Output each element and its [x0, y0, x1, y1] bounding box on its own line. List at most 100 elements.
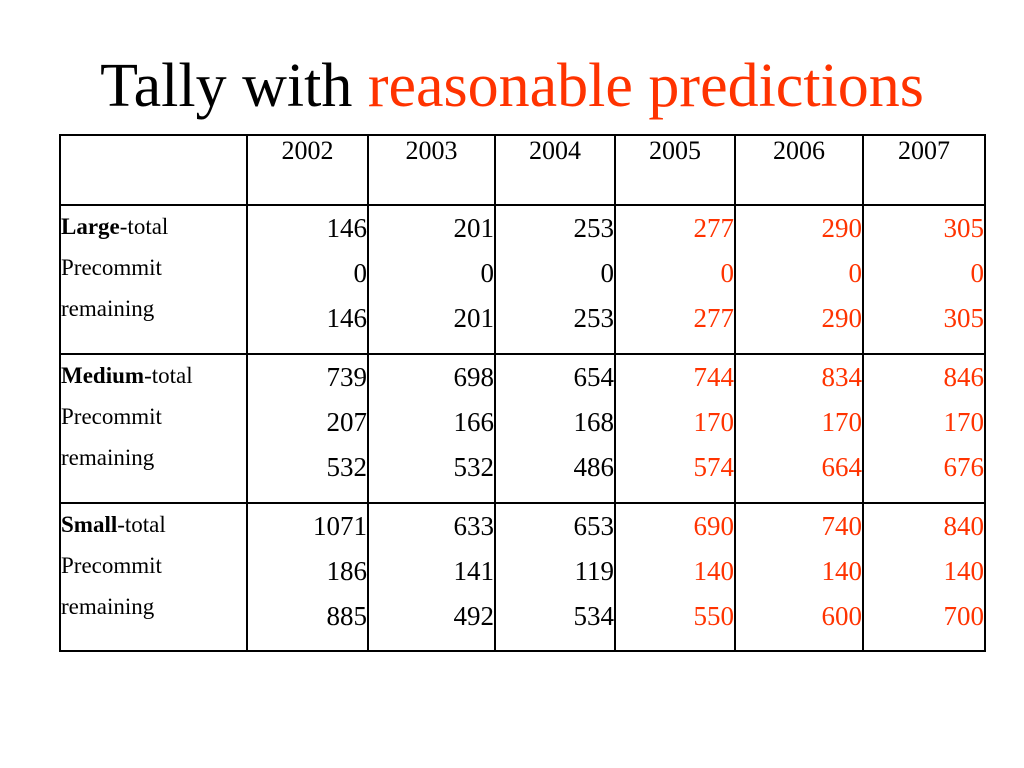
small-2007-remaining: 700 [943, 601, 985, 631]
cell-small-2002: 1071 186 885 [246, 502, 369, 652]
title-accent: reasonable predictions [367, 52, 924, 120]
large-2005-total: 277 [693, 213, 735, 243]
label-precommit: Precommit [61, 404, 162, 429]
large-2007-precommit: 0 [970, 258, 985, 288]
medium-2007-total: 846 [943, 362, 985, 392]
row-labels-large: Large-total Precommit remaining [59, 204, 248, 355]
small-2004-precommit: 119 [574, 556, 615, 586]
year-header-2002: 2002 [246, 134, 369, 206]
label-remaining: remaining [61, 445, 155, 470]
large-2005-precommit: 0 [720, 258, 735, 288]
cell-large-2005: 277 0 277 [614, 204, 736, 355]
tally-table: 2002 2003 2004 2005 2006 2007 Large-tota… [59, 134, 986, 652]
year-header-2005: 2005 [614, 134, 736, 206]
small-2006-total: 740 [821, 511, 863, 541]
small-2004-total: 653 [573, 511, 615, 541]
cell-large-2006: 290 0 290 [734, 204, 864, 355]
medium-2003-precommit: 166 [453, 407, 495, 437]
category-medium: Medium [61, 363, 145, 388]
label-precommit: Precommit [61, 255, 162, 280]
small-2003-precommit: 141 [453, 556, 495, 586]
medium-2004-total: 654 [573, 362, 615, 392]
medium-2005-total: 744 [693, 362, 735, 392]
medium-2006-precommit: 170 [821, 407, 863, 437]
large-2002-total: 146 [326, 213, 368, 243]
small-2004-remaining: 534 [573, 601, 615, 631]
label-total: -total [117, 512, 166, 537]
title-main: Tally with [100, 52, 353, 120]
small-row: Small-total Precommit remaining 1071 186 8… [59, 502, 986, 652]
header-row: 2002 2003 2004 2005 2006 2007 [59, 134, 986, 206]
large-2003-precommit: 0 [480, 258, 495, 288]
small-2003-remaining: 492 [453, 601, 495, 631]
small-2002-total: 1071 [313, 511, 367, 541]
cell-small-2007: 840 140 700 [862, 502, 986, 652]
small-2006-remaining: 600 [821, 601, 863, 631]
cell-medium-2007: 846 170 676 [862, 353, 986, 504]
small-2005-precommit: 140 [693, 556, 735, 586]
cell-large-2004: 253 0 253 [494, 204, 616, 355]
large-2004-remaining: 253 [573, 303, 615, 333]
small-2002-precommit: 186 [326, 556, 368, 586]
large-2004-precommit: 0 [600, 258, 615, 288]
cell-small-2006: 740 140 600 [734, 502, 864, 652]
medium-2003-total: 698 [453, 362, 495, 392]
medium-2003-remaining: 532 [453, 452, 495, 482]
large-2002-remaining: 146 [326, 303, 368, 333]
cell-large-2007: 305 0 305 [862, 204, 986, 355]
slide-title: Tally with reasonable predictions [0, 46, 1024, 126]
cell-medium-2002: 739 207 532 [246, 353, 369, 504]
small-2007-precommit: 140 [943, 556, 985, 586]
large-2006-total: 290 [821, 213, 863, 243]
medium-2005-precommit: 170 [693, 407, 735, 437]
medium-2006-total: 834 [821, 362, 863, 392]
cell-small-2003: 633 141 492 [367, 502, 496, 652]
large-2005-remaining: 277 [693, 303, 735, 333]
medium-2005-remaining: 574 [693, 452, 735, 482]
small-2003-total: 633 [453, 511, 495, 541]
large-2002-precommit: 0 [353, 258, 368, 288]
small-2005-remaining: 550 [693, 601, 735, 631]
medium-2002-total: 739 [326, 362, 368, 392]
medium-row: Medium-total Precommit remaining 739 207 5… [59, 353, 986, 504]
label-precommit: Precommit [61, 553, 162, 578]
year-header-2006: 2006 [734, 134, 864, 206]
large-2006-precommit: 0 [848, 258, 863, 288]
corner-cell [59, 134, 248, 206]
medium-2002-precommit: 207 [326, 407, 368, 437]
category-large: Large [61, 214, 120, 239]
large-2004-total: 253 [573, 213, 615, 243]
small-2007-total: 840 [943, 511, 985, 541]
label-total: -total [119, 214, 169, 239]
large-2003-total: 201 [453, 213, 495, 243]
cell-large-2002: 146 0 146 [246, 204, 369, 355]
label-total: -total [144, 363, 193, 388]
year-header-2007: 2007 [862, 134, 986, 206]
cell-large-2003: 201 0 201 [367, 204, 496, 355]
medium-2004-precommit: 168 [573, 407, 615, 437]
cell-medium-2006: 834 170 664 [734, 353, 864, 504]
row-labels-small: Small-total Precommit remaining [59, 502, 248, 652]
large-2007-total: 305 [943, 213, 985, 243]
small-2005-total: 690 [693, 511, 735, 541]
label-remaining: remaining [61, 594, 155, 619]
small-2002-remaining: 885 [326, 601, 368, 631]
category-small: Small [61, 512, 118, 537]
cell-medium-2004: 654 168 486 [494, 353, 616, 504]
cell-small-2005: 690 140 550 [614, 502, 736, 652]
medium-2004-remaining: 486 [573, 452, 615, 482]
large-2003-remaining: 201 [453, 303, 495, 333]
row-labels-medium: Medium-total Precommit remaining [59, 353, 248, 504]
label-remaining: remaining [61, 296, 155, 321]
year-header-2003: 2003 [367, 134, 496, 206]
small-2006-precommit: 140 [821, 556, 863, 586]
medium-2007-precommit: 170 [943, 407, 985, 437]
large-2007-remaining: 305 [943, 303, 985, 333]
medium-2007-remaining: 676 [943, 452, 985, 482]
cell-medium-2003: 698 166 532 [367, 353, 496, 504]
large-row: Large-total Precommit remaining 146 0 146 … [59, 204, 986, 355]
medium-2006-remaining: 664 [821, 452, 863, 482]
large-2006-remaining: 290 [821, 303, 863, 333]
cell-small-2004: 653 119 534 [494, 502, 616, 652]
year-header-2004: 2004 [494, 134, 616, 206]
